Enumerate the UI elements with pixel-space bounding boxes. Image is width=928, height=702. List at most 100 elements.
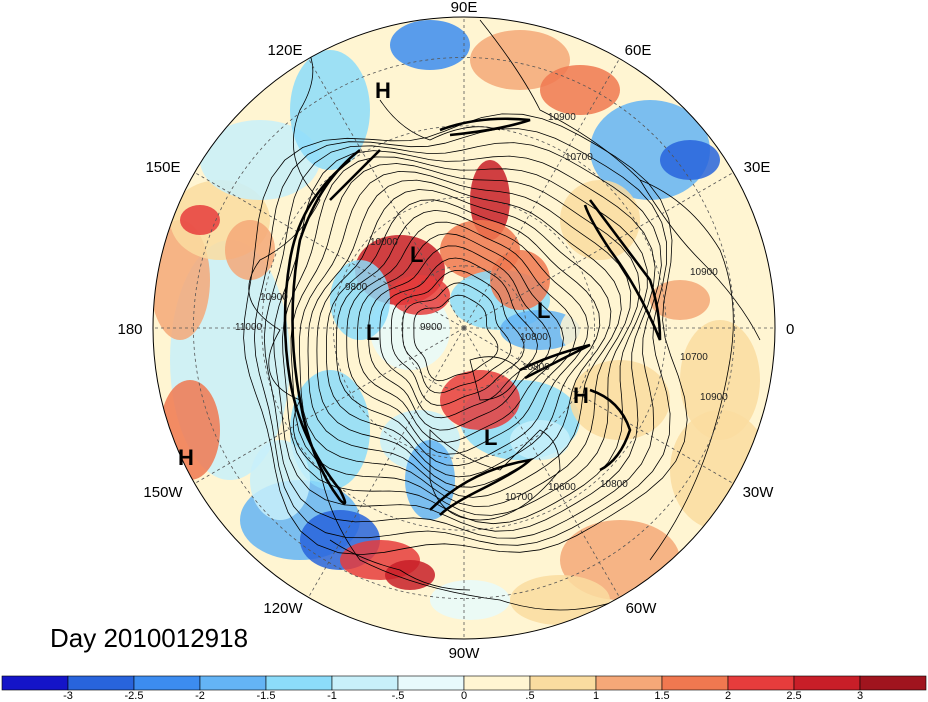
- map-boundary: [152, 16, 776, 640]
- height-contour: [307, 179, 622, 498]
- latitude-circle: [401, 265, 527, 391]
- high-pressure-label: H: [178, 445, 194, 470]
- height-contour: [273, 150, 656, 532]
- latitude-circle: [193, 57, 735, 599]
- longitude-label: 90W: [449, 645, 481, 662]
- jet-isotach: [589, 388, 632, 472]
- anomaly-patch: [680, 320, 760, 440]
- low-pressure-label: L: [537, 298, 550, 323]
- height-contour: [335, 209, 589, 467]
- anomaly-patch: [200, 120, 320, 200]
- contour-value-label: 10700: [505, 492, 533, 503]
- longitude-label: 150W: [143, 484, 183, 501]
- height-contour: [290, 163, 641, 516]
- contour-value-label: 10900: [260, 292, 288, 303]
- meridian-line: [308, 58, 465, 329]
- contour-value-label: 10800: [600, 479, 628, 490]
- anomaly-patch: [670, 410, 770, 530]
- contour-value-label: 10700: [565, 152, 593, 163]
- anomaly-patch: [225, 220, 275, 280]
- anomaly-patch: [430, 580, 510, 620]
- longitude-label: 120E: [267, 42, 302, 59]
- meridian-line: [463, 327, 620, 598]
- longitude-label: 150E: [145, 159, 180, 176]
- coastline: [379, 99, 501, 141]
- graticule: [153, 17, 775, 639]
- anomaly-patch: [330, 260, 390, 340]
- longitude-label: 60E: [625, 42, 652, 59]
- longitude-label: 180: [117, 321, 142, 338]
- colorbar-swatch: [595, 675, 663, 691]
- colorbar-tick-label: -1: [327, 690, 337, 702]
- colorbar-swatch: [199, 675, 267, 691]
- height-contour: [243, 113, 688, 556]
- colorbar-tick-label: 2: [725, 690, 731, 702]
- longitude-label: 0: [786, 321, 794, 338]
- height-contour: [325, 199, 601, 478]
- contour-value-label: 10900: [690, 267, 718, 278]
- colorbar-tick-label: 2.5: [786, 690, 801, 702]
- jet-isotach: [519, 343, 591, 380]
- colorbar-swatch: [463, 675, 531, 691]
- colorbar-swatch: [397, 675, 465, 691]
- longitude-labels: 90E 60E 30E 0 30W 60W 90W 120W 150W 180 150E 120E: [117, 0, 794, 662]
- contour-value-label: 10800: [520, 332, 548, 343]
- height-contour: [379, 257, 538, 419]
- contour-value-label: 10900: [700, 392, 728, 403]
- contour-value-label: 9900: [420, 322, 443, 333]
- colorbar-tick-label: 1: [593, 690, 599, 702]
- contour-value-label: 10700: [680, 352, 708, 363]
- anomaly-patch: [560, 180, 640, 260]
- meridian-line: [308, 327, 465, 598]
- contour-value-label: 10800: [522, 362, 550, 373]
- height-contour: [282, 156, 648, 525]
- coastline: [248, 29, 621, 611]
- coastline: [639, 179, 734, 561]
- contour-value-label: 11000: [235, 322, 263, 333]
- colorbar-swatch: [1, 675, 69, 691]
- anomaly-patch: [390, 20, 470, 70]
- colorbar-tick-label: 0: [461, 690, 467, 702]
- coastline: [479, 19, 761, 341]
- anomaly-patch: [290, 370, 370, 490]
- colorbar-swatch: [67, 675, 135, 691]
- contour-value-label: 9800: [345, 282, 368, 293]
- height-contour: [253, 128, 671, 546]
- longitude-label: 120W: [263, 600, 303, 617]
- longitude-label: 60W: [626, 600, 658, 617]
- colorbar-swatch: [859, 675, 927, 691]
- anomaly-patch: [510, 420, 570, 460]
- low-pressure-label: L: [484, 425, 497, 450]
- height-contour: [368, 245, 551, 431]
- anomaly-patch: [290, 50, 370, 170]
- colorbar-swatch: [727, 675, 795, 691]
- pressure-center-labels: H L L L H L H: [178, 78, 589, 470]
- anomaly-patch: [570, 360, 670, 440]
- colorbar-tick-label: -3: [63, 690, 73, 702]
- longitude-label: 30W: [743, 484, 775, 501]
- colorbar-tick-label: -1.5: [257, 690, 276, 702]
- colorbar-tick-label: -.5: [392, 690, 405, 702]
- height-contour: [402, 282, 512, 394]
- jet-isotach: [329, 149, 381, 201]
- colorbar-swatch: [331, 675, 399, 691]
- high-pressure-label: H: [573, 383, 589, 408]
- contour-value-label: 10900: [548, 112, 576, 123]
- longitude-label: 90E: [451, 0, 478, 16]
- anomaly-patch: [540, 65, 620, 115]
- colorbar-swatch: [661, 675, 729, 691]
- latitude-circle: [332, 196, 596, 460]
- height-contour: [357, 233, 564, 443]
- jet-isotachs: [283, 117, 662, 516]
- height-contour: [413, 294, 499, 382]
- jet-isotach: [429, 458, 534, 516]
- colorbar-tick-label: .5: [525, 690, 534, 702]
- colorbar-tick-label: -2: [195, 690, 205, 702]
- high-pressure-label: H: [375, 78, 391, 103]
- low-pressure-label: L: [366, 320, 379, 345]
- meridian-line: [463, 58, 620, 329]
- colorbar-swatch: [133, 675, 201, 691]
- jet-isotach: [283, 148, 361, 505]
- meridian-line: [463, 327, 734, 484]
